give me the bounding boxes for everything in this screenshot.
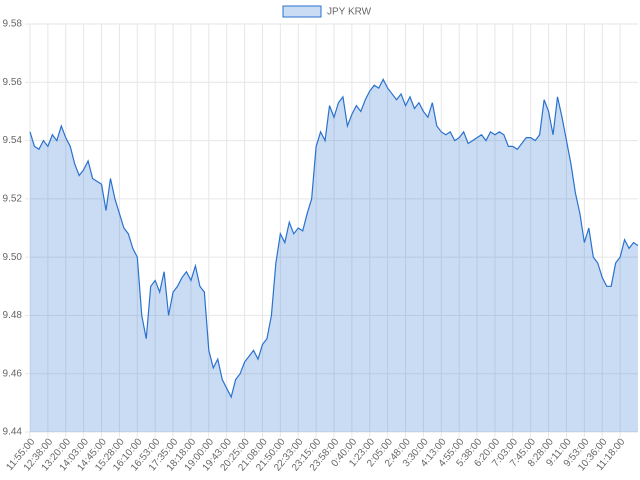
y-tick-label: 9.50	[3, 252, 23, 263]
y-tick-label: 9.46	[3, 368, 23, 379]
legend-label: JPY KRW	[327, 7, 372, 18]
y-tick-label: 9.48	[3, 310, 23, 321]
area-fill	[30, 79, 638, 433]
y-tick-label: 9.56	[3, 77, 23, 88]
y-tick-label: 9.54	[3, 135, 23, 146]
legend-swatch	[282, 5, 322, 18]
series-line	[29, 78, 639, 399]
y-tick-label: 9.52	[3, 193, 23, 204]
y-tick-label: 9.44	[3, 427, 23, 438]
y-tick-label: 9.58	[3, 19, 23, 30]
